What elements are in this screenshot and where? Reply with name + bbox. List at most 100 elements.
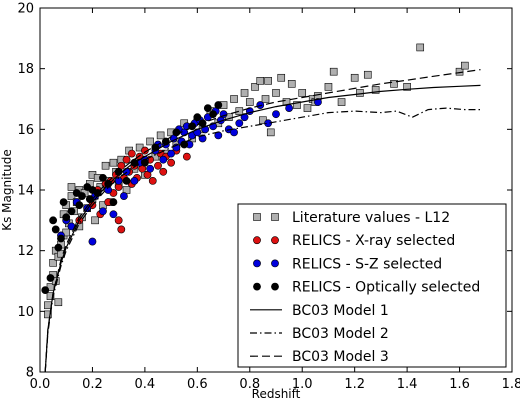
- data-point: [54, 243, 63, 252]
- legend-marker: [253, 213, 261, 221]
- data-point: [182, 152, 191, 161]
- y-tick-label: 8: [26, 366, 34, 381]
- data-point: [214, 101, 223, 109]
- data-point: [193, 113, 202, 122]
- y-tick-label: 14: [17, 184, 34, 199]
- data-point: [303, 104, 312, 112]
- data-point: [460, 61, 469, 70]
- data-point: [54, 298, 63, 307]
- data-point: [329, 67, 338, 76]
- data-point: [109, 198, 118, 207]
- data-point: [99, 173, 107, 182]
- data-point: [167, 158, 176, 167]
- data-point: [363, 70, 372, 79]
- data-point: [256, 77, 265, 85]
- data-point: [57, 234, 65, 243]
- data-point: [356, 89, 364, 97]
- data-point: [264, 119, 273, 128]
- data-point: [41, 286, 50, 294]
- legend-box: [237, 203, 507, 368]
- axis-ticks: 0.0 0.2 0.4 0.6 0.8 1.0 1.2 1.4 1.6 1.8 8 10 12 14 16 1…: [17, 2, 520, 393]
- legend-marker: [271, 259, 279, 268]
- y-tick-label: 20: [17, 2, 34, 17]
- y-tick-label: 18: [17, 62, 34, 77]
- data-point: [114, 216, 123, 225]
- legend-entry: BC03 Model 1: [250, 303, 389, 319]
- data-point: [245, 98, 254, 106]
- legend-marker: [253, 236, 261, 245]
- data-point: [44, 310, 52, 319]
- data-point: [390, 80, 398, 88]
- data-point: [109, 210, 118, 219]
- x-tick-label: 1.2: [344, 377, 365, 392]
- legend-entry: BC03 Model 3: [250, 349, 389, 365]
- y-axis-label: Ks Magnitude: [0, 149, 14, 231]
- data-point: [120, 192, 128, 200]
- data-point: [130, 176, 139, 185]
- legend-marker: [271, 236, 279, 245]
- x-tick-label: 0.2: [82, 377, 103, 392]
- y-tick-label: 12: [17, 244, 34, 259]
- series-2: [57, 98, 322, 246]
- legend-label: BC03 Model 1: [292, 303, 389, 319]
- legend-label: RELICS - S-Z selected: [292, 256, 442, 272]
- data-point: [203, 104, 212, 112]
- legend: Literature values - L12 RELICS - X-ray se…: [237, 203, 507, 368]
- data-point: [62, 213, 71, 222]
- data-point: [148, 176, 157, 185]
- data-point: [122, 176, 131, 185]
- y-tick-label: 10: [17, 305, 34, 320]
- data-point: [230, 128, 238, 137]
- x-tick-label: 1.6: [449, 377, 470, 392]
- data-point: [46, 274, 55, 282]
- data-point: [46, 292, 55, 300]
- data-point: [75, 201, 84, 210]
- legend-marker: [253, 259, 261, 268]
- legend-label: RELICS - Optically selected: [292, 280, 480, 296]
- data-point: [140, 158, 149, 167]
- data-point: [277, 73, 286, 82]
- data-point: [122, 155, 131, 164]
- data-point: [272, 89, 280, 97]
- legend-marker: [253, 282, 261, 291]
- legend-entry: RELICS - Optically selected: [253, 280, 480, 296]
- legend-entry: Literature values - L12: [253, 210, 450, 226]
- data-point: [101, 161, 110, 170]
- data-point: [314, 98, 322, 106]
- data-point: [109, 158, 118, 167]
- data-point: [49, 216, 58, 225]
- data-point: [285, 104, 294, 112]
- data-point: [251, 83, 259, 91]
- data-point: [287, 80, 296, 88]
- data-point: [293, 101, 301, 109]
- data-point: [403, 83, 411, 91]
- data-point: [235, 119, 244, 128]
- x-tick-label: 0.6: [187, 377, 208, 392]
- x-tick-label: 1.8: [502, 377, 520, 392]
- data-point: [127, 149, 136, 158]
- data-point: [156, 131, 165, 140]
- data-point: [337, 98, 346, 106]
- model-line-0: [44, 84, 481, 373]
- data-point: [261, 95, 270, 103]
- data-point: [324, 83, 333, 91]
- x-tick-label: 1.0: [292, 377, 313, 392]
- legend-label: BC03 Model 3: [292, 349, 389, 365]
- legend-entry: RELICS - S-Z selected: [253, 256, 442, 272]
- legend-label: Literature values - L12: [292, 210, 450, 226]
- data-point: [264, 77, 272, 85]
- data-point: [91, 216, 99, 225]
- data-layer: [41, 43, 469, 319]
- data-point: [416, 43, 425, 52]
- x-tick-label: 0.8: [239, 377, 260, 392]
- data-point: [51, 225, 60, 234]
- data-point: [99, 207, 107, 216]
- data-point: [350, 73, 359, 82]
- data-point: [209, 110, 217, 119]
- data-point: [88, 237, 97, 246]
- data-point: [49, 258, 57, 267]
- legend-marker: [271, 282, 279, 291]
- data-point: [159, 155, 168, 164]
- x-tick-label: 1.4: [397, 377, 418, 392]
